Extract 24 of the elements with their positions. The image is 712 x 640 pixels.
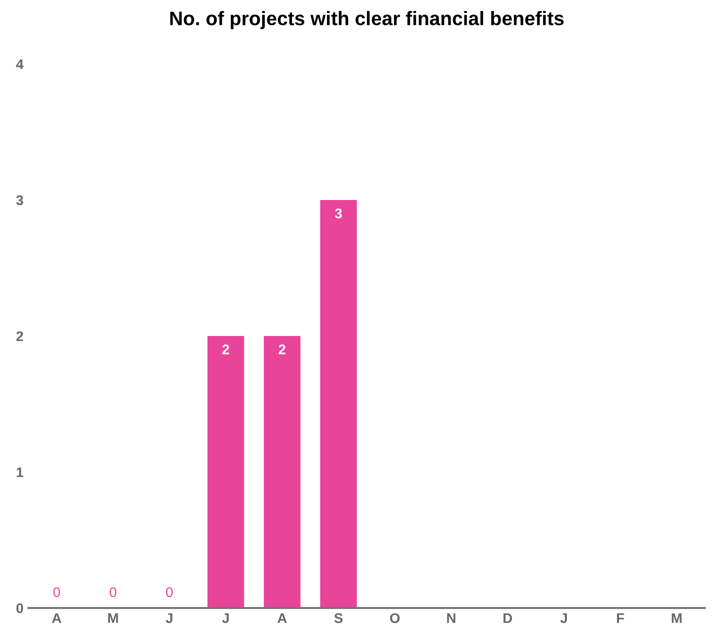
x-tick-label: M: [672, 613, 682, 623]
data-label: 0: [166, 587, 173, 598]
x-tick-label: N: [447, 613, 456, 623]
data-label: 0: [110, 587, 116, 598]
data-label: 3: [334, 208, 342, 218]
x-tick-label: O: [390, 613, 400, 624]
y-tick-label: 4: [16, 59, 24, 70]
y-tick-label: 3: [16, 195, 24, 206]
data-label: 2: [222, 344, 230, 354]
y-tick-label: 2: [16, 331, 24, 342]
x-tick-label: J: [166, 613, 172, 624]
x-tick-label: J: [222, 613, 229, 624]
x-tick-label: A: [52, 613, 62, 623]
chart-title: No. of projects with clear financial benefits: [170, 11, 564, 30]
x-tick-label: A: [277, 613, 287, 623]
x-tick-label: F: [617, 613, 624, 623]
y-tick-label: 0: [16, 603, 24, 614]
x-tick-label: M: [108, 613, 118, 623]
data-label: 2: [278, 344, 286, 354]
y-tick-label: 1: [16, 467, 24, 478]
data-label: 0: [53, 587, 60, 598]
x-tick-label: J: [560, 613, 567, 624]
x-tick-label: S: [334, 613, 343, 624]
x-tick-label: D: [504, 613, 512, 623]
